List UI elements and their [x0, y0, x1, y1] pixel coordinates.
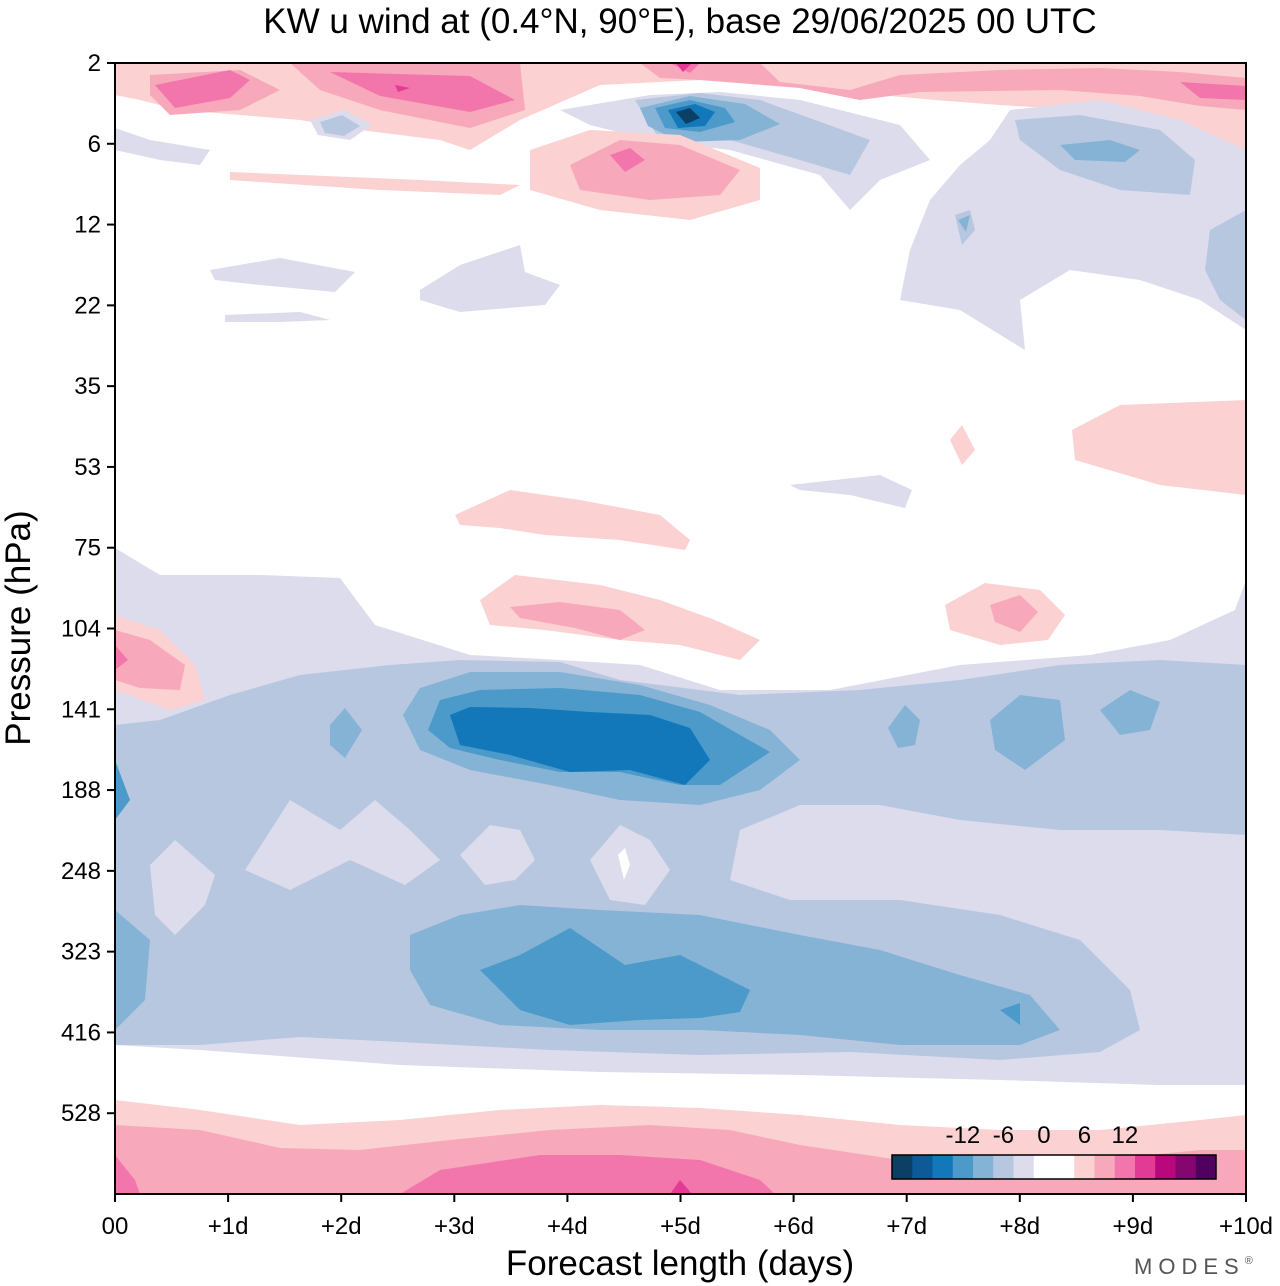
- colorbar: -12 -6 0 6 12: [891, 1122, 1217, 1180]
- brand-logo: MODES®: [1134, 1254, 1259, 1279]
- colorbar-swatch: [932, 1155, 954, 1179]
- contour-neg-18: [676, 108, 700, 124]
- x-tick-label: +4d: [547, 1213, 588, 1240]
- x-axis: 00 +1d +2d +3d +4d +5d +6d +7d +8d +9d +10d: [102, 1194, 1273, 1240]
- y-axis-label: Pressure (hPa): [0, 510, 38, 745]
- colorbar-swatch: [1054, 1155, 1075, 1179]
- x-tick-label: +2d: [321, 1213, 362, 1240]
- colorbar-swatch: [912, 1155, 933, 1179]
- contour-pos-6-e: [510, 595, 1038, 640]
- colorbar-swatch: [892, 1155, 913, 1179]
- contour-field: [114, 62, 1247, 1195]
- x-tick-label: +1d: [208, 1213, 249, 1240]
- y-tick-label: 188: [61, 777, 101, 804]
- colorbar-swatch: [1013, 1155, 1035, 1179]
- chart-title: KW u wind at (0.4°N, 90°E), base 29/06/2…: [263, 2, 1096, 41]
- y-tick-label: 22: [74, 292, 101, 319]
- colorbar-swatch: [1033, 1155, 1055, 1179]
- colorbar-frame: [891, 1154, 1217, 1180]
- colorbar-swatch: [952, 1155, 974, 1179]
- y-tick-label: 104: [61, 616, 101, 643]
- y-tick-label: 323: [61, 939, 101, 966]
- contour-neg-6-b: [320, 115, 360, 136]
- y-tick-label: 141: [61, 696, 101, 723]
- y-tick-label: 248: [61, 858, 101, 885]
- contour-pos-6-g: [115, 630, 1246, 1194]
- x-tick-label: +9d: [1113, 1213, 1154, 1240]
- x-tick-label: +5d: [660, 1213, 701, 1240]
- x-axis-label: Forecast length (days): [506, 1244, 854, 1283]
- colorbar-swatch: [1074, 1155, 1095, 1179]
- y-axis: 2 6 12 22 35 53 75 104 141 188 248 323 416 528: [61, 50, 115, 1127]
- colorbar-swatch: [1094, 1155, 1116, 1179]
- contour-neg-3-b: [115, 110, 372, 165]
- contour-pos-9: [155, 63, 1246, 112]
- contour-zero-holes: [618, 848, 630, 880]
- brand-registered-mark: ®: [1245, 1255, 1259, 1267]
- contour-neg-15-f: [450, 707, 710, 785]
- contour-neg-6-c: [955, 115, 1246, 320]
- y-tick-label: 12: [74, 212, 101, 239]
- colorbar-swatch: [1175, 1155, 1197, 1179]
- contour-neg-3-holes: [150, 800, 670, 935]
- x-tick-label: 00: [102, 1213, 129, 1240]
- x-tick-label: +6d: [773, 1213, 814, 1240]
- colorbar-swatch: [1114, 1155, 1136, 1179]
- y-tick-label: 416: [61, 1019, 101, 1046]
- colorbar-tick-label: -6: [993, 1122, 1014, 1149]
- contour-pos-3-e: [455, 400, 1246, 660]
- x-tick-label: +7d: [886, 1213, 927, 1240]
- colorbar-tick-label: 12: [1112, 1122, 1139, 1149]
- colorbar-tick-label: -12: [946, 1122, 981, 1149]
- colorbar-swatch: [993, 1155, 1014, 1179]
- colorbar-swatch: [1195, 1155, 1217, 1179]
- contour-pos-3-g: [115, 615, 1246, 1194]
- contour-neg-6-f: [115, 660, 1246, 1060]
- contour-pos-12-g: [670, 1180, 692, 1194]
- contour-neg-3-d: [210, 245, 912, 508]
- x-tick-label: +10d: [1219, 1213, 1273, 1240]
- y-tick-label: 2: [88, 50, 101, 77]
- colorbar-swatch: [973, 1155, 994, 1179]
- colorbar-swatch: [1135, 1155, 1156, 1179]
- y-tick-label: 75: [74, 535, 101, 562]
- contour-neg-9-c: [958, 140, 1140, 232]
- colorbar-tick-label: 6: [1078, 1122, 1091, 1149]
- y-tick-label: 53: [74, 454, 101, 481]
- brand-name: MODES: [1134, 1254, 1245, 1279]
- colorbar-swatch: [1155, 1155, 1176, 1179]
- y-tick-label: 528: [61, 1100, 101, 1127]
- y-tick-label: 6: [88, 131, 101, 158]
- y-tick-label: 35: [74, 373, 101, 400]
- x-tick-label: +3d: [434, 1213, 475, 1240]
- colorbar-tick-label: 0: [1037, 1122, 1050, 1149]
- contour-pos-9-b: [610, 148, 645, 172]
- x-tick-label: +8d: [999, 1213, 1040, 1240]
